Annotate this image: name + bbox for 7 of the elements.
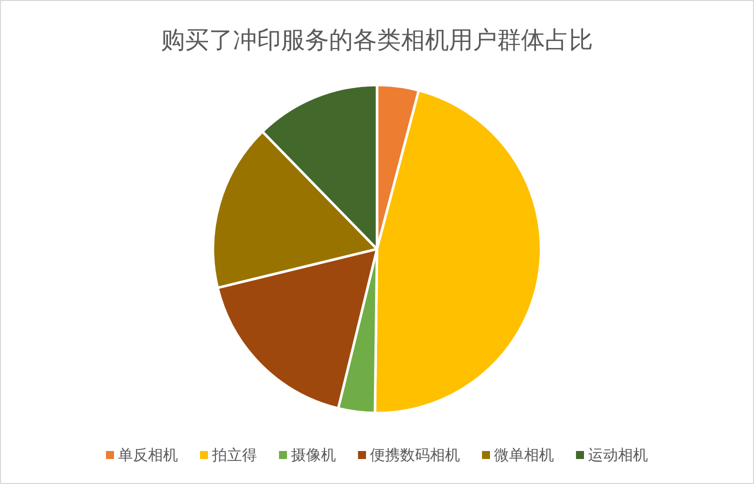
legend-label: 摄像机 (291, 446, 336, 464)
legend-label: 便携数码相机 (370, 446, 460, 464)
legend-label: 运动相机 (588, 446, 648, 464)
legend-label: 拍立得 (211, 446, 257, 464)
legend-label: 微单相机 (494, 446, 554, 464)
chart-title: 购买了冲印服务的各类相机用户群体占比 (161, 26, 593, 54)
legend-label: 单反相机 (118, 446, 178, 464)
